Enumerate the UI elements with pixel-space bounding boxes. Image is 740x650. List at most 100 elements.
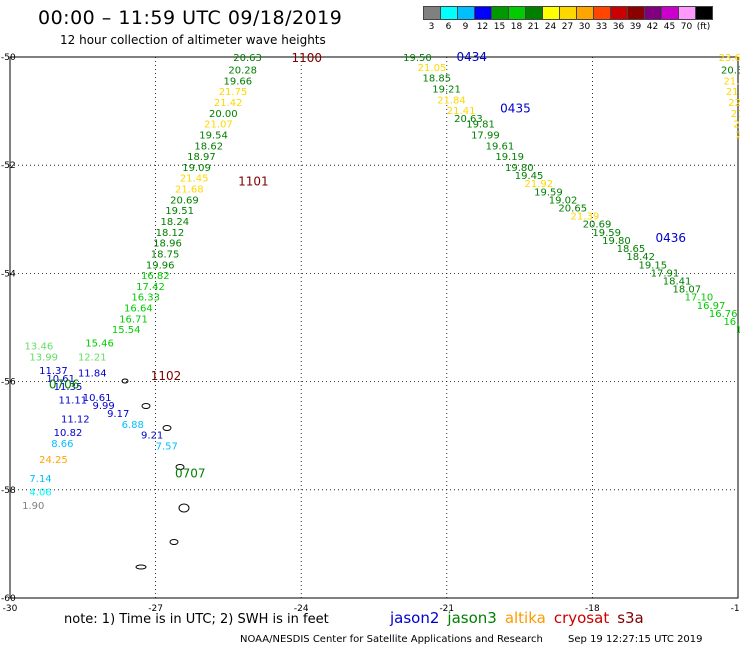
y-tick-label: -52	[1, 161, 16, 171]
legend-altika: altika	[504, 609, 546, 627]
x-tick-label: -15	[731, 604, 740, 614]
axis-ticks: -30 -27 -24 -21 -18 -15 -50 -52 -54 -56 -58 -60	[1, 53, 740, 614]
colorbar-label: 12	[476, 22, 489, 32]
colorbar-label: 70	[680, 22, 693, 32]
colorbar-label: (ft)	[696, 22, 711, 32]
swh-value: 21.42	[214, 98, 243, 109]
swh-value: 20.69	[583, 220, 612, 231]
footer-timestamp: Sep 19 12:27:15 UTC 2019	[568, 634, 703, 645]
swh-value: 18.65	[617, 244, 646, 255]
swh-value: 9.17	[107, 409, 129, 420]
swh-colorbar	[423, 6, 713, 20]
x-tick-label: -21	[439, 604, 454, 614]
swh-value: 19.54	[199, 130, 228, 141]
legend-cryosat: cryosat	[553, 609, 610, 627]
swh-value: 11.35	[54, 382, 83, 393]
y-tick-label: -56	[1, 378, 16, 388]
swh-value: 18.24	[160, 217, 189, 228]
track-id-label: 1100	[291, 51, 322, 65]
colorbar-label: 9	[462, 22, 469, 32]
swh-value: 19.96	[146, 260, 175, 271]
legend-jason2: jason2	[390, 609, 440, 627]
x-tick-label: -18	[585, 604, 600, 614]
swh-value: 19.09	[182, 163, 211, 174]
island-outline	[175, 464, 185, 470]
island-outline	[162, 425, 172, 431]
colorbar-label: 36	[612, 22, 625, 32]
track-id-label: 0434	[457, 50, 488, 64]
swh-value: 18.12	[156, 228, 185, 239]
swh-value: 21.05	[418, 63, 447, 74]
swh-value: 16.76	[709, 309, 738, 320]
colorbar-label: 3	[428, 22, 435, 32]
swh-value: 24.25	[39, 455, 68, 466]
swh-value: 17.42	[136, 282, 165, 293]
swh-value: 19.61	[486, 141, 515, 152]
swh-value: 19.59	[592, 228, 621, 239]
colorbar-label: 45	[663, 22, 676, 32]
swh-value: 18.96	[153, 239, 182, 250]
swh-value: 17.10	[685, 293, 714, 304]
swh-value: 18.07	[672, 285, 701, 296]
x-tick-label: -24	[294, 604, 309, 614]
swh-value: 17.91	[651, 268, 680, 279]
swh-value: 19.80	[505, 163, 534, 174]
track-labels: 1100 1101 1102 0706 0707 0434 0435 0436	[49, 50, 686, 481]
swh-value: 19.59	[534, 187, 563, 198]
swh-value: 21.41	[447, 106, 476, 117]
swh-value: 1.90	[22, 501, 44, 512]
swh-value: 8.66	[51, 439, 73, 450]
swh-value: 18.62	[194, 141, 223, 152]
swh-value: 19.19	[495, 152, 524, 163]
swh-value: 10.82	[54, 428, 83, 439]
swh-value: 12.21	[78, 352, 107, 363]
swh-value: 9.99	[93, 401, 115, 412]
colorbar-label: 27	[561, 22, 574, 32]
swh-value: 21.2	[736, 130, 740, 141]
island-outlines	[121, 378, 190, 570]
swh-value: 19.50	[403, 53, 432, 64]
map-subtitle: 12 hour collection of altimeter wave hei…	[60, 33, 326, 47]
swh-value: 17.99	[471, 130, 500, 141]
colorbar-label: 30	[578, 22, 591, 32]
track-id-label: 1102	[151, 369, 182, 383]
colorbar-label: 39	[629, 22, 642, 32]
swh-value: 19.15	[639, 260, 668, 271]
x-tick-label: -27	[148, 604, 163, 614]
swh-value: 10.61	[46, 374, 75, 385]
map-title: 00:00 – 11:59 UTC 09/18/2019	[38, 7, 343, 29]
swh-value: 16.82	[141, 271, 170, 282]
island-outline	[121, 378, 129, 384]
swh-value: 20.33	[721, 66, 740, 77]
swh-points: 20.63 20.2819.6621.7521.4220.0021.0719.54…	[22, 53, 740, 512]
swh-value: 16.33	[131, 293, 160, 304]
island-outline	[178, 503, 190, 513]
swh-value: 21.8	[731, 109, 740, 120]
swh-value: 18.75	[151, 249, 180, 260]
colorbar-label: 6	[445, 22, 452, 32]
track-id-label: 0435	[500, 101, 531, 115]
swh-value: 16.97	[697, 301, 726, 312]
map-footer: NOAA/NESDIS Center for Satellite Applica…	[240, 634, 703, 645]
swh-value: 10.61	[83, 393, 112, 404]
colorbar-label: 18	[510, 22, 523, 32]
legend-jason3: jason3	[447, 609, 497, 627]
footer-org: NOAA/NESDIS Center for Satellite Applica…	[240, 634, 543, 645]
swh-value: 20.65	[558, 203, 587, 214]
y-tick-label: -54	[1, 269, 16, 279]
swh-value: 19.21	[432, 84, 461, 95]
y-tick-label: -50	[1, 53, 16, 63]
swh-value: 20.63	[233, 53, 262, 64]
swh-value: 16.64	[124, 304, 153, 315]
swh-value: 21.92	[524, 179, 553, 190]
colorbar-label: 15	[493, 22, 506, 32]
swh-value: 15.46	[85, 339, 114, 350]
colorbar-cell	[695, 6, 713, 20]
swh-value: 19.45	[515, 171, 544, 182]
swh-value: 6.88	[122, 420, 144, 431]
swh-value: 11.12	[61, 414, 90, 425]
island-outline	[135, 564, 147, 570]
island-outline	[141, 403, 151, 409]
swh-value: 11.37	[39, 366, 68, 377]
